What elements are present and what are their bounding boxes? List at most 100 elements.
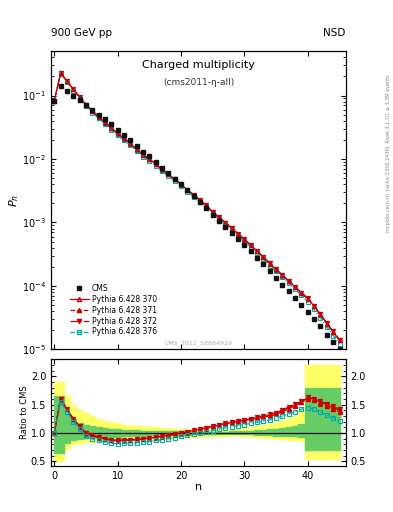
Pythia 6.428 371 — [77, 94, 82, 100]
Pythia 6.428 372 — [185, 187, 190, 193]
Pythia 6.428 370 — [331, 329, 336, 335]
Pythia 6.428 371 — [248, 242, 253, 248]
Line: CMS: CMS — [52, 84, 342, 352]
Pythia 6.428 372 — [103, 119, 107, 125]
Y-axis label: $P_n$: $P_n$ — [7, 194, 21, 207]
Pythia 6.428 372 — [204, 202, 209, 208]
CMS — [223, 224, 228, 230]
Pythia 6.428 372 — [84, 101, 88, 108]
CMS — [248, 248, 253, 254]
Pythia 6.428 376 — [204, 204, 209, 210]
Pythia 6.428 376 — [248, 244, 253, 250]
Text: Charged multiplicity: Charged multiplicity — [142, 60, 255, 70]
CMS — [103, 116, 107, 122]
CMS — [312, 316, 316, 322]
CMS — [173, 176, 177, 182]
Pythia 6.428 372 — [242, 236, 247, 242]
Pythia 6.428 372 — [305, 295, 310, 302]
Pythia 6.428 372 — [153, 161, 158, 167]
Pythia 6.428 371 — [179, 181, 184, 187]
Pythia 6.428 371 — [210, 209, 215, 216]
Pythia 6.428 372 — [318, 311, 323, 317]
CMS — [337, 346, 342, 352]
Pythia 6.428 370 — [90, 108, 95, 114]
Pythia 6.428 371 — [337, 337, 342, 344]
Pythia 6.428 372 — [52, 98, 57, 104]
CMS — [267, 268, 272, 274]
Pythia 6.428 372 — [58, 70, 63, 76]
Pythia 6.428 370 — [293, 284, 298, 290]
Pythia 6.428 371 — [267, 261, 272, 267]
Pythia 6.428 376 — [121, 137, 126, 143]
Pythia 6.428 376 — [318, 315, 323, 321]
CMS — [64, 88, 69, 94]
Pythia 6.428 371 — [280, 272, 285, 279]
Pythia 6.428 370 — [77, 94, 82, 100]
Pythia 6.428 372 — [198, 197, 202, 203]
Pythia 6.428 370 — [153, 161, 158, 167]
Pythia 6.428 371 — [325, 321, 329, 327]
CMS — [179, 181, 184, 187]
Pythia 6.428 371 — [64, 78, 69, 84]
Pythia 6.428 372 — [293, 284, 298, 290]
Pythia 6.428 376 — [84, 103, 88, 110]
Pythia 6.428 376 — [217, 216, 221, 222]
Pythia 6.428 370 — [217, 215, 221, 221]
CMS — [128, 137, 133, 143]
CMS — [331, 339, 336, 345]
Pythia 6.428 376 — [77, 95, 82, 101]
CMS — [204, 205, 209, 211]
Pythia 6.428 372 — [261, 254, 266, 260]
Pythia 6.428 371 — [147, 156, 152, 162]
Pythia 6.428 371 — [318, 312, 323, 318]
Pythia 6.428 370 — [52, 98, 57, 104]
Pythia 6.428 372 — [223, 220, 228, 226]
Pythia 6.428 371 — [305, 296, 310, 302]
Pythia 6.428 372 — [210, 209, 215, 215]
Pythia 6.428 372 — [115, 131, 120, 137]
CMS — [109, 121, 114, 127]
CMS — [77, 97, 82, 103]
Pythia 6.428 376 — [191, 194, 196, 200]
Pythia 6.428 370 — [84, 101, 88, 108]
Pythia 6.428 372 — [160, 166, 164, 173]
Pythia 6.428 376 — [96, 115, 101, 121]
Pythia 6.428 376 — [305, 298, 310, 305]
Pythia 6.428 371 — [255, 248, 259, 254]
Pythia 6.428 370 — [128, 140, 133, 146]
CMS — [305, 309, 310, 315]
CMS — [210, 212, 215, 218]
Pythia 6.428 370 — [147, 156, 152, 162]
Pythia 6.428 376 — [223, 222, 228, 228]
Pythia 6.428 376 — [52, 98, 57, 104]
Pythia 6.428 370 — [204, 202, 209, 208]
CMS — [71, 93, 75, 99]
Pythia 6.428 376 — [242, 238, 247, 244]
Text: 900 GeV pp: 900 GeV pp — [51, 28, 112, 38]
Pythia 6.428 376 — [337, 341, 342, 347]
Pythia 6.428 376 — [312, 306, 316, 312]
CMS — [242, 242, 247, 248]
CMS — [280, 282, 285, 288]
Pythia 6.428 372 — [267, 260, 272, 266]
Line: Pythia 6.428 370: Pythia 6.428 370 — [52, 71, 342, 342]
Pythia 6.428 372 — [64, 78, 69, 84]
Pythia 6.428 376 — [210, 211, 215, 217]
Pythia 6.428 371 — [103, 120, 107, 126]
Pythia 6.428 371 — [153, 161, 158, 167]
Pythia 6.428 370 — [242, 236, 247, 242]
CMS — [121, 132, 126, 138]
Pythia 6.428 370 — [115, 131, 120, 137]
CMS — [299, 302, 304, 308]
CMS — [115, 126, 120, 133]
Pythia 6.428 376 — [280, 274, 285, 281]
Pythia 6.428 370 — [223, 220, 228, 226]
Pythia 6.428 376 — [255, 250, 259, 256]
Pythia 6.428 371 — [160, 166, 164, 173]
Pythia 6.428 372 — [280, 272, 285, 278]
CMS — [84, 101, 88, 108]
Pythia 6.428 376 — [230, 227, 234, 233]
Pythia 6.428 376 — [103, 121, 107, 127]
Pythia 6.428 370 — [141, 152, 145, 158]
Pythia 6.428 376 — [115, 133, 120, 139]
